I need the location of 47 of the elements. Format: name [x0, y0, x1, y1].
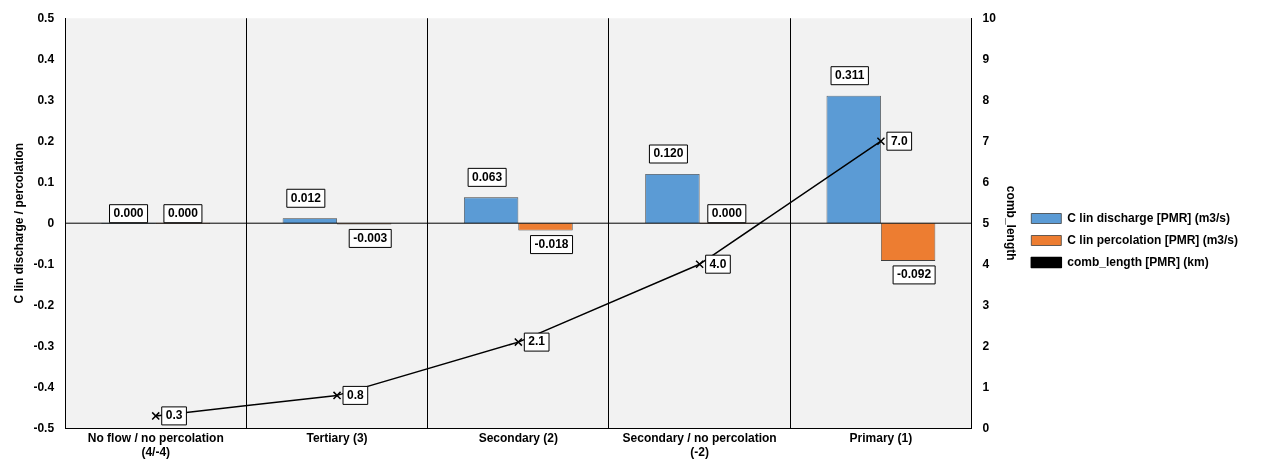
data-label: 0.120 — [653, 146, 684, 161]
data-label: 4.0 — [709, 256, 727, 271]
data-label: 0.311 — [835, 68, 865, 82]
data-label: 0.063 — [472, 169, 503, 184]
data-label: 0.3 — [165, 408, 183, 423]
data-label: -0.003 — [353, 230, 388, 245]
y2-tick-label: 1 — [982, 379, 990, 394]
legend-label: C lin percolation [PMR] (m3/s) — [1067, 232, 1239, 247]
legend-label: C lin discharge [PMR] (m3/s) — [1067, 210, 1231, 225]
y-tick-label: 0.4 — [37, 51, 55, 66]
data-label: 7.0 — [890, 133, 908, 148]
y-axis-title: C lin discharge / percolation — [11, 142, 26, 304]
y2-tick-label: 9 — [982, 51, 990, 66]
y2-tick-label: 7 — [982, 133, 990, 148]
y-tick-label: 0 — [47, 215, 55, 230]
y-tick-label: 0.3 — [37, 92, 55, 107]
legend-label: comb_length [PMR] (km) — [1067, 254, 1209, 269]
y2-tick-label: 3 — [982, 297, 990, 312]
y2-tick-label: 6 — [982, 174, 990, 189]
data-label: 0.012 — [290, 190, 322, 205]
y-tick-label: 0.1 — [37, 174, 55, 189]
x-tick-label: Primary (1) — [849, 430, 913, 445]
data-label: 0.8 — [347, 387, 365, 402]
y2-tick-label: 2 — [982, 338, 990, 353]
y2-tick-label: 5 — [982, 215, 990, 230]
data-label: -0.018 — [534, 236, 569, 251]
y-tick-label: -0.1 — [33, 256, 55, 271]
data-label: -0.092 — [897, 267, 932, 282]
y2-tick-label: 4 — [982, 256, 990, 271]
y2-tick-label: 8 — [982, 92, 990, 107]
data-label: 2.1 — [528, 334, 546, 349]
y-tick-label: 0.2 — [37, 133, 55, 148]
x-tick-label: No flow / no percolation (4/-4) — [87, 430, 224, 460]
y-tick-label: -0.5 — [33, 420, 55, 435]
data-label: 0.000 — [113, 206, 144, 221]
y-tick-label: -0.4 — [33, 379, 55, 394]
x-tick-label: Tertiary (3) — [306, 430, 368, 445]
y-tick-label: 0.5 — [37, 10, 55, 25]
x-tick-label: Secondary (2) — [478, 430, 559, 445]
y-tick-label: -0.2 — [33, 297, 55, 312]
y2-tick-label: 0 — [982, 420, 990, 435]
y2-axis-title: comb_length — [1003, 185, 1018, 261]
data-label: 0.000 — [711, 206, 743, 221]
y-tick-label: -0.3 — [33, 338, 55, 353]
data-label: 0.000 — [167, 206, 199, 221]
y2-tick-label: 10 — [982, 10, 997, 25]
x-tick-label: Secondary / no percolation (-2) — [622, 430, 777, 460]
